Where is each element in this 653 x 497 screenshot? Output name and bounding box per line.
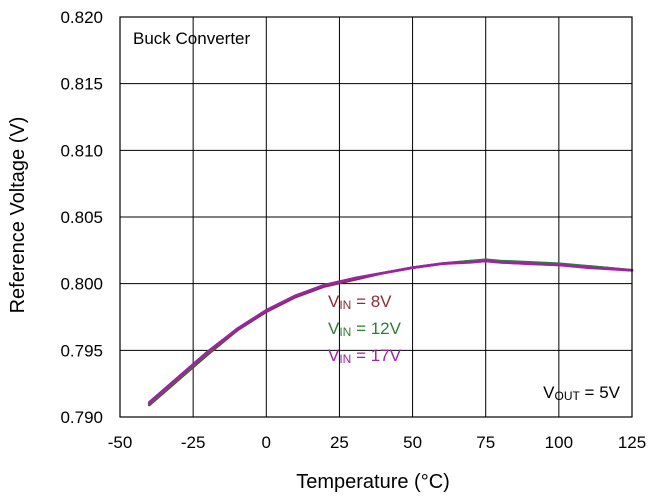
- x-axis-ticks: -50 -25 0 25 50 75 100 125: [108, 433, 646, 452]
- plot-area-frame: [119, 16, 633, 418]
- y-tick-label: 0.805: [60, 208, 103, 227]
- y-tick-label: 0.795: [60, 341, 103, 360]
- legend: VIN = 8V VIN = 12V VIN = 17V: [328, 292, 402, 366]
- x-tick-label: -25: [181, 433, 206, 452]
- x-tick-label: 0: [262, 433, 271, 452]
- x-tick-label: 25: [330, 433, 349, 452]
- legend-entry-3: VIN = 17V: [328, 346, 402, 366]
- x-tick-label: -50: [108, 433, 133, 452]
- x-axis-label: Temperature (°C): [296, 471, 450, 493]
- y-tick-label: 0.800: [60, 275, 103, 294]
- legend-entry-2: VIN = 12V: [328, 319, 402, 339]
- y-tick-label: 0.810: [60, 141, 103, 160]
- series-line-3: [147, 259, 634, 404]
- y-tick-label: 0.820: [60, 8, 103, 27]
- converter-type-annotation: Buck Converter: [133, 29, 250, 48]
- y-axis-label: Reference Voltage (V): [7, 117, 29, 314]
- legend-entry-1: VIN = 8V: [328, 292, 392, 312]
- y-tick-label: 0.815: [60, 75, 103, 94]
- gridlines: [120, 17, 632, 417]
- x-tick-label: 100: [545, 433, 573, 452]
- vout-annotation: VOUT = 5V: [543, 383, 621, 403]
- x-tick-label: 125: [618, 433, 646, 452]
- series-lines: [147, 258, 634, 407]
- x-tick-label: 50: [403, 433, 422, 452]
- y-axis-ticks: 0.790 0.795 0.800 0.805 0.810 0.815 0.820: [60, 8, 103, 427]
- y-tick-label: 0.790: [60, 408, 103, 427]
- x-tick-label: 75: [476, 433, 495, 452]
